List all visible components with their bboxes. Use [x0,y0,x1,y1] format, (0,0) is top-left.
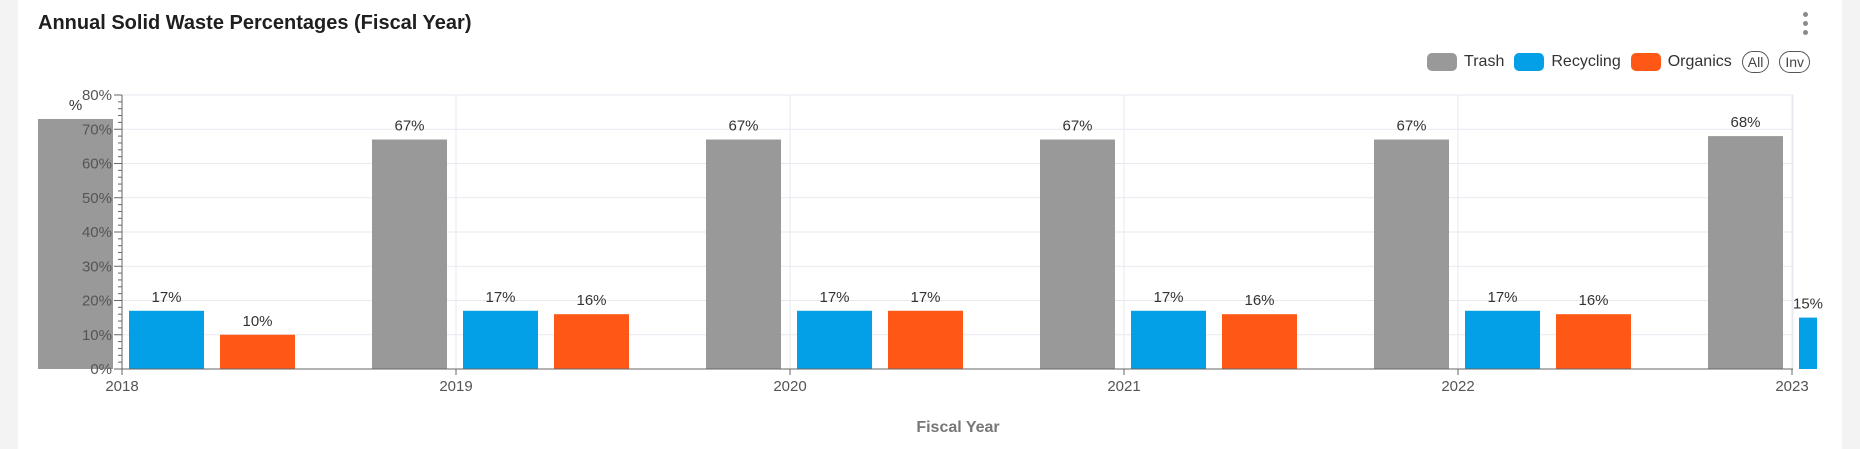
bar-organics-2019 [554,314,629,369]
bar-recycling-2021 [1131,310,1206,369]
legend-swatch-organics [1630,53,1661,71]
x-tick-label: 2018 [105,378,138,395]
y-tick-label: 40% [82,224,112,241]
x-tick-label: 2021 [1107,378,1140,395]
more-vertical-icon[interactable] [1796,12,1816,38]
bar-recycling-2023 [1799,317,1817,369]
y-tick-label: 0% [90,361,112,378]
bar-recycling-2020 [797,310,872,369]
data-label: 16% [1244,292,1274,309]
chart-card [18,0,1842,449]
y-tick-label: 50% [82,190,112,207]
y-tick-label: 60% [82,156,112,173]
data-label: 17% [819,289,849,306]
bar-organics-2018 [220,334,295,369]
data-label: 17% [1487,289,1517,306]
y-tick-label: 70% [82,121,112,138]
bar-organics-2020 [888,310,963,369]
x-tick-label: 2020 [773,378,806,395]
bar-recycling-2018 [129,310,204,369]
data-label: 67% [1062,118,1092,135]
y-tick-label: 10% [82,327,112,344]
data-label: % [69,97,82,114]
x-tick-label: 2023 [1775,378,1808,395]
data-label: 15% [1793,296,1823,313]
data-label: 17% [910,289,940,306]
data-label: 67% [394,118,424,135]
data-label: 17% [485,289,515,306]
data-label: 67% [728,118,758,135]
legend-swatch-recycling [1514,53,1545,71]
x-axis-title: Fiscal Year [916,419,999,436]
bar-trash-2023 [1708,136,1783,369]
x-tick-label: 2019 [439,378,472,395]
chart-legend: Trash Recycling Organics All Inv [1427,51,1810,73]
legend-item-recycling[interactable]: Recycling [1514,53,1621,71]
bar-trash-2019 [372,139,447,369]
bar-trash-2022 [1374,139,1449,369]
data-label: 16% [576,292,606,309]
legend-label-organics: Organics [1667,53,1732,70]
data-label: 17% [151,289,181,306]
legend-invert-button[interactable]: Inv [1779,51,1810,73]
bar-organics-2022 [1556,314,1631,369]
legend-item-organics[interactable]: Organics [1630,53,1732,71]
bar-recycling-2022 [1465,310,1540,369]
legend-item-trash[interactable]: Trash [1427,53,1504,71]
bar-trash-2020 [706,139,781,369]
data-label: 17% [1153,289,1183,306]
data-label: 67% [1396,118,1426,135]
legend-swatch-trash [1427,53,1458,71]
y-tick-label: 30% [82,258,112,275]
x-tick-label: 2022 [1441,378,1474,395]
legend-label-recycling: Recycling [1551,53,1621,70]
y-tick-label: 80% [82,87,112,104]
bar-organics-2021 [1222,314,1297,369]
data-label: 68% [1730,114,1760,131]
chart-title: Annual Solid Waste Percentages (Fiscal Y… [38,12,472,34]
bar-trash-2021 [1040,139,1115,369]
legend-all-button[interactable]: All [1741,51,1770,73]
bar-trash-2018 [38,118,113,369]
bar-recycling-2019 [463,310,538,369]
y-tick-label: 20% [82,293,112,310]
data-label: 10% [242,313,272,330]
legend-label-trash: Trash [1464,53,1505,70]
data-label: 16% [1578,292,1608,309]
